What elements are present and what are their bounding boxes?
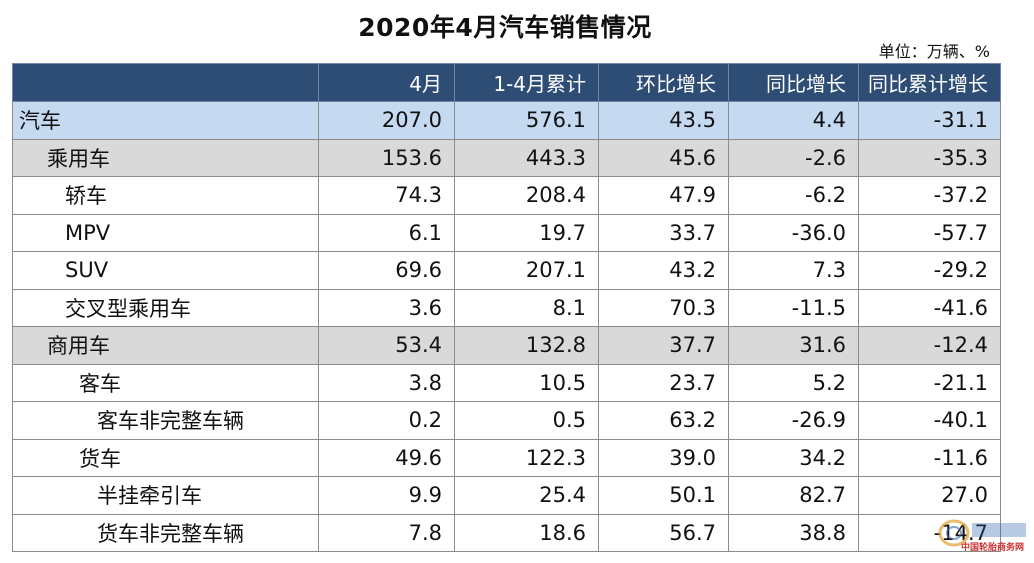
value-cell: 56.7 — [598, 514, 729, 552]
table-row: 交叉型乘用车 3.6 8.1 70.3 -11.5 -41.6 — [12, 289, 1001, 327]
value-cell: 47.9 — [598, 176, 729, 215]
value-cell: 50.1 — [598, 476, 729, 515]
value-cell: 9.9 — [318, 476, 455, 515]
value-cell: 82.7 — [728, 476, 859, 515]
value-cell: 576.1 — [454, 101, 599, 140]
table-row: SUV 69.6 207.1 43.2 7.3 -29.2 — [12, 251, 1001, 290]
value-cell: 43.2 — [598, 251, 729, 290]
header-cell — [12, 63, 319, 102]
value-cell: 207.1 — [454, 251, 599, 290]
row-label: 汽车 — [12, 101, 319, 140]
value-cell: 208.4 — [454, 176, 599, 215]
value-cell: -12.4 — [858, 326, 1001, 365]
value-cell: 19.7 — [454, 214, 599, 252]
row-label: 货车 — [12, 439, 319, 477]
unit-label: 单位：万辆、% — [878, 42, 990, 61]
value-cell: 18.6 — [454, 514, 599, 552]
value-cell: 4.4 — [728, 101, 859, 140]
row-label: 乘用车 — [12, 139, 319, 177]
value-cell: -29.2 — [858, 251, 1001, 290]
header-cell: 同比累计增长 — [858, 63, 1001, 102]
value-cell: -6.2 — [728, 176, 859, 215]
value-cell: -26.9 — [728, 401, 859, 440]
value-cell: -57.7 — [858, 214, 1001, 252]
table-row: 半挂牵引车 9.9 25.4 50.1 82.7 27.0 — [12, 476, 1001, 515]
value-cell: 132.8 — [454, 326, 599, 365]
value-cell: -36.0 — [728, 214, 859, 252]
value-cell: 443.3 — [454, 139, 599, 177]
table-row: 商用车 53.4 132.8 37.7 31.6 -12.4 — [12, 326, 1001, 365]
value-cell: 63.2 — [598, 401, 729, 440]
value-cell: 43.5 — [598, 101, 729, 140]
value-cell: -21.1 — [858, 364, 1001, 402]
value-cell: -14.7 — [858, 514, 1001, 552]
value-cell: -35.3 — [858, 139, 1001, 177]
value-cell: 37.7 — [598, 326, 729, 365]
value-cell: 3.8 — [318, 364, 455, 402]
header-cell: 4月 — [318, 63, 455, 102]
value-cell: 53.4 — [318, 326, 455, 365]
value-cell: 153.6 — [318, 139, 455, 177]
row-label: 半挂牵引车 — [12, 476, 319, 515]
row-label: 客车 — [12, 364, 319, 402]
table-row: MPV 6.1 19.7 33.7 -36.0 -57.7 — [12, 214, 1001, 252]
chart-title: 2020年4月汽车销售情况 — [358, 13, 652, 42]
table-row: 货车非完整车辆 7.8 18.6 56.7 38.8 -14.7 — [12, 514, 1001, 552]
value-cell: 10.5 — [454, 364, 599, 402]
value-cell: 69.6 — [318, 251, 455, 290]
row-label: 商用车 — [12, 326, 319, 365]
value-cell: 25.4 — [454, 476, 599, 515]
tire-logo-icon — [938, 519, 1026, 547]
row-label: 轿车 — [12, 176, 319, 215]
sales-table: 4月 1-4月累计 环比增长 同比增长 同比累计增长 汽车 207.0 576.1 4… — [12, 63, 1001, 552]
value-cell: -41.6 — [858, 289, 1001, 327]
watermark-text: 中国轮胎商务网 — [960, 543, 1024, 553]
value-cell: 39.0 — [598, 439, 729, 477]
value-cell: 0.5 — [454, 401, 599, 440]
value-cell: -11.6 — [858, 439, 1001, 477]
header-cell: 环比增长 — [598, 63, 729, 102]
table-row: 客车 3.8 10.5 23.7 5.2 -21.1 — [12, 364, 1001, 402]
table-row: 客车非完整车辆 0.2 0.5 63.2 -26.9 -40.1 — [12, 401, 1001, 440]
value-cell: 3.6 — [318, 289, 455, 327]
value-cell: 31.6 — [728, 326, 859, 365]
row-label: 客车非完整车辆 — [12, 401, 319, 440]
value-cell: 8.1 — [454, 289, 599, 327]
value-cell: 33.7 — [598, 214, 729, 252]
table-row: 汽车 207.0 576.1 43.5 4.4 -31.1 — [12, 101, 1001, 140]
value-cell: 45.6 — [598, 139, 729, 177]
row-label: SUV — [12, 251, 319, 290]
value-cell: 7.8 — [318, 514, 455, 552]
header-cell: 1-4月累计 — [454, 63, 599, 102]
value-cell: -2.6 — [728, 139, 859, 177]
value-cell: 207.0 — [318, 101, 455, 140]
value-cell: 7.3 — [728, 251, 859, 290]
value-cell: -40.1 — [858, 401, 1001, 440]
value-cell: 34.2 — [728, 439, 859, 477]
table-row: 货车 49.6 122.3 39.0 34.2 -11.6 — [12, 439, 1001, 477]
table-body: 汽车 207.0 576.1 43.5 4.4 -31.1 乘用车 153.6 443.3 45.… — [12, 101, 1001, 552]
watermark: 中国轮胎商务网 — [932, 513, 1030, 557]
row-label: 货车非完整车辆 — [12, 514, 319, 552]
value-cell: -31.1 — [858, 101, 1001, 140]
header-row: 4月 1-4月累计 环比增长 同比增长 同比累计增长 — [12, 63, 1001, 102]
table-row: 轿车 74.3 208.4 47.9 -6.2 -37.2 — [12, 176, 1001, 215]
value-cell: 74.3 — [318, 176, 455, 215]
value-cell: 38.8 — [728, 514, 859, 552]
value-cell: 5.2 — [728, 364, 859, 402]
value-cell: 70.3 — [598, 289, 729, 327]
header-cell: 同比增长 — [728, 63, 859, 102]
value-cell: 6.1 — [318, 214, 455, 252]
value-cell: 27.0 — [858, 476, 1001, 515]
row-label: 交叉型乘用车 — [12, 289, 319, 327]
row-label: MPV — [12, 214, 319, 252]
table-row: 乘用车 153.6 443.3 45.6 -2.6 -35.3 — [12, 139, 1001, 177]
value-cell: -11.5 — [728, 289, 859, 327]
value-cell: 122.3 — [454, 439, 599, 477]
value-cell: 23.7 — [598, 364, 729, 402]
value-cell: 49.6 — [318, 439, 455, 477]
value-cell: 0.2 — [318, 401, 455, 440]
value-cell: -37.2 — [858, 176, 1001, 215]
